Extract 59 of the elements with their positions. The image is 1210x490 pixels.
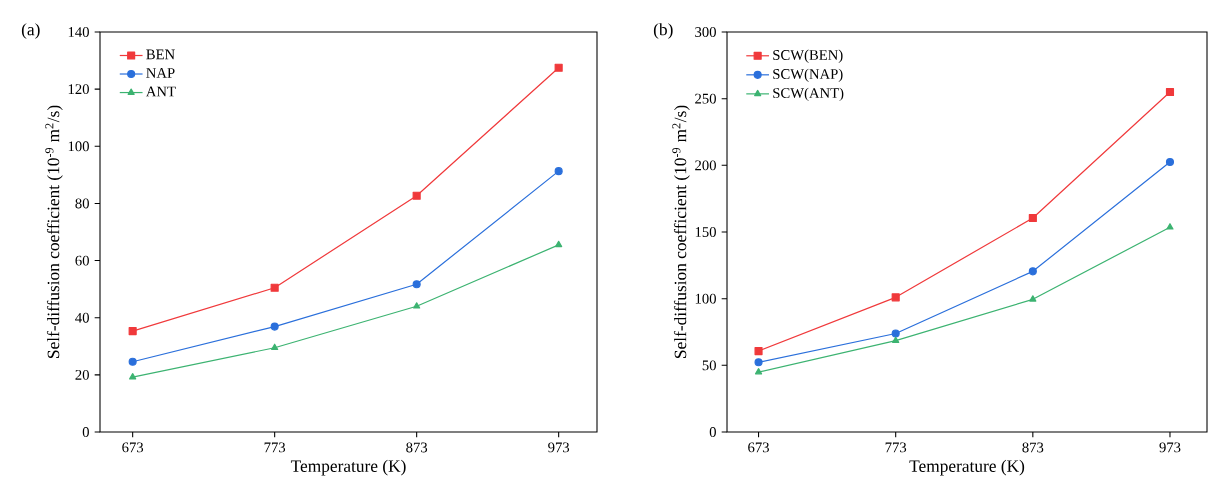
point — [413, 302, 421, 309]
point — [129, 373, 137, 380]
point — [1028, 267, 1037, 276]
point — [1165, 87, 1175, 97]
y-tick-label: 0 — [82, 427, 89, 437]
y-tick-label: 50 — [702, 360, 716, 371]
y-tick-label: 60 — [75, 255, 89, 266]
text: (b) — [653, 23, 673, 39]
point — [270, 283, 279, 292]
point — [555, 240, 563, 248]
point — [891, 329, 900, 338]
x-axis-title: Temperature (K) — [290, 459, 406, 476]
legend-label: SCW(ANT) — [773, 87, 844, 101]
point — [1029, 295, 1037, 302]
x-tick-label: 973 — [1159, 442, 1181, 453]
y-tick-label: 140 — [68, 27, 89, 37]
point — [270, 322, 279, 331]
x-tick-label: 773 — [885, 442, 907, 453]
point — [1166, 223, 1174, 230]
point — [754, 368, 763, 375]
point — [412, 280, 421, 289]
y-tick-label: 200 — [695, 160, 716, 171]
point — [128, 357, 137, 366]
y-tick-label: 120 — [68, 84, 89, 95]
point — [892, 336, 900, 343]
point — [271, 343, 279, 351]
point — [554, 167, 563, 176]
point — [891, 293, 900, 302]
x-tick-label: 773 — [264, 442, 286, 453]
text: (a) — [21, 23, 40, 39]
y-tick-label: 100 — [68, 141, 89, 152]
y-tick-label: 100 — [695, 293, 716, 304]
y-axis-title: Self-diffusion coefficient (10$^{-9}$ m$^{2}$/s) — [672, 105, 690, 358]
legend-label: SCW(BEN) — [773, 49, 843, 63]
x-tick-label: 973 — [548, 442, 570, 453]
point — [554, 63, 563, 72]
x-axis-title: Temperature (K) — [909, 459, 1025, 476]
x-tick-label: 873 — [1022, 442, 1044, 453]
y-tick-label: 80 — [75, 198, 89, 209]
point — [1028, 213, 1037, 223]
point — [128, 327, 137, 336]
x-tick-label: 673 — [748, 442, 769, 453]
y-tick-label: 20 — [75, 369, 89, 380]
point — [754, 347, 763, 356]
y-tick-label: 300 — [695, 27, 716, 37]
y-tick-label: 250 — [695, 93, 716, 104]
point — [1165, 157, 1175, 167]
point — [754, 358, 763, 367]
y-axis-title: Self-diffusion coefficient (10$^{-9}$ m$^{2}$/s) — [45, 105, 63, 358]
legend-label: BEN — [146, 49, 175, 60]
y-tick-label: 150 — [695, 227, 716, 237]
y-tick-label: 0 — [709, 427, 716, 437]
legend-label: SCW(NAP) — [773, 68, 843, 82]
y-tick-label: 40 — [75, 312, 89, 323]
legend-label: NAP — [146, 68, 175, 78]
x-tick-label: 673 — [122, 442, 144, 453]
x-tick-label: 873 — [406, 442, 428, 453]
legend-label: ANT — [145, 86, 176, 97]
point — [412, 191, 421, 200]
